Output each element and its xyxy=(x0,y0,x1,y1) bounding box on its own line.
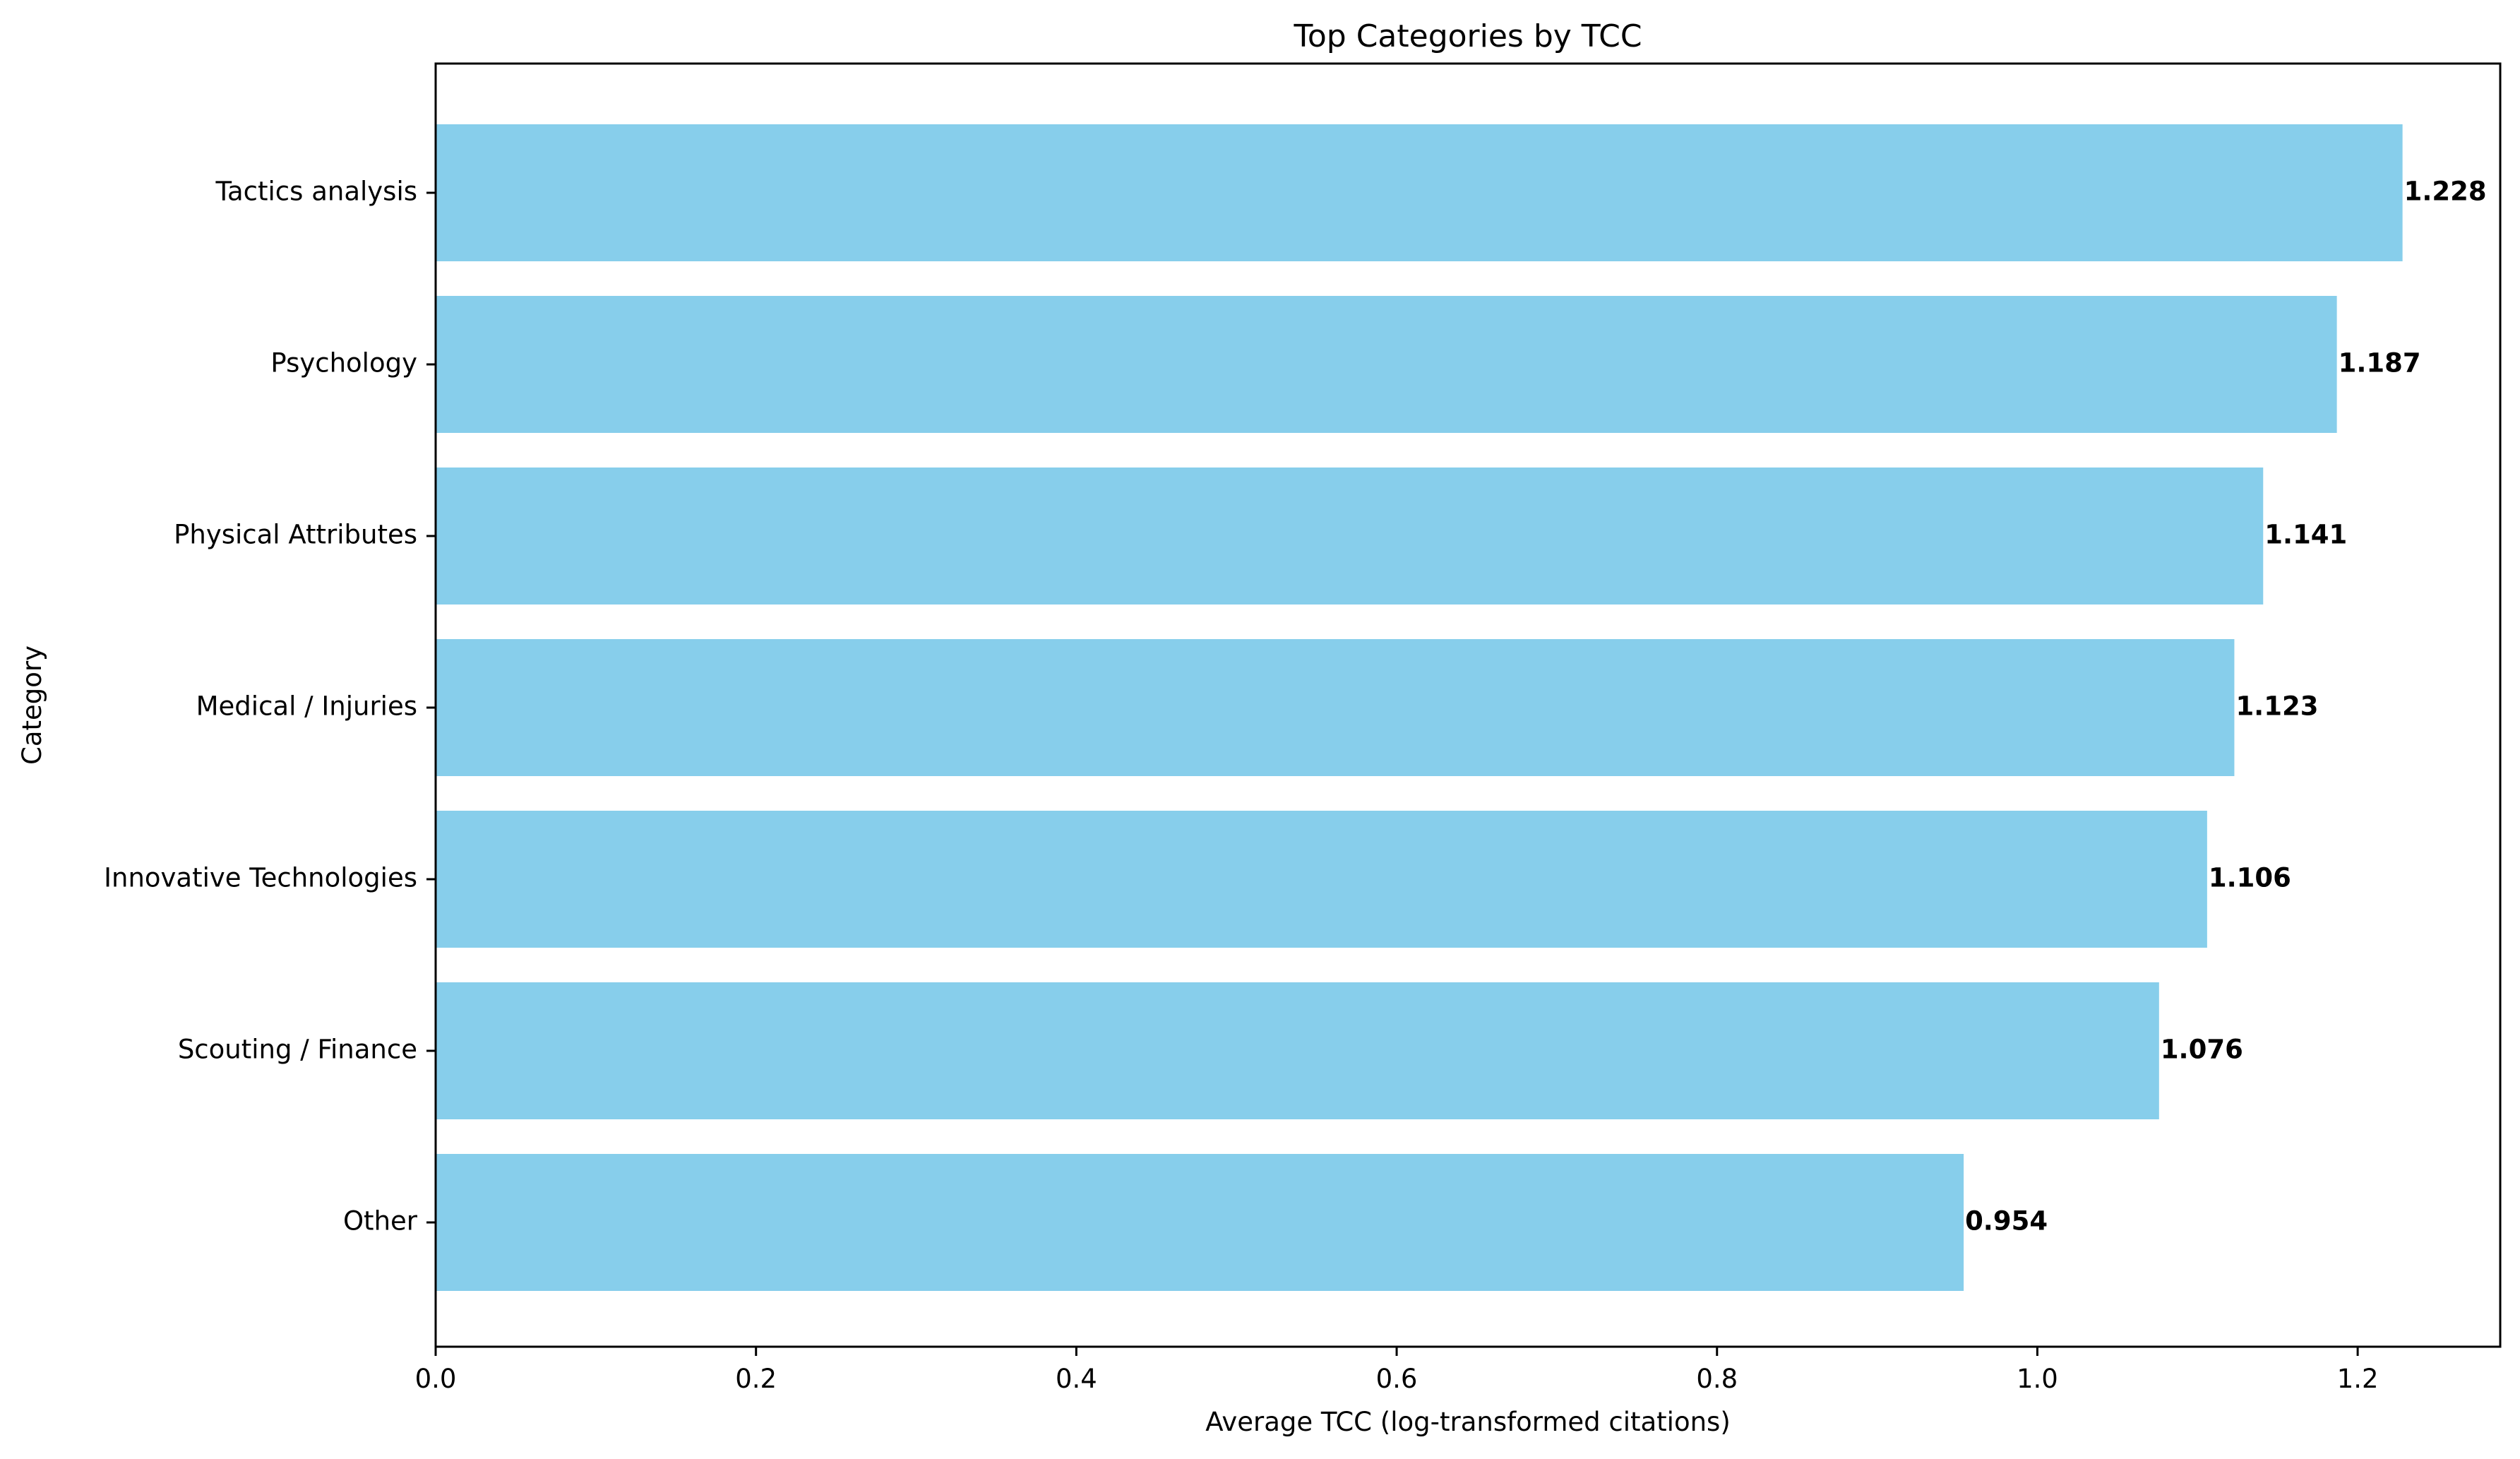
y-tick-label: Tactics analysis xyxy=(215,177,417,207)
y-tick-label: Physical Attributes xyxy=(174,520,417,550)
bar xyxy=(436,982,2159,1119)
x-axis-ticks: 0.0 0.2 0.4 0.6 0.8 1.0 1.2 xyxy=(415,1347,2379,1394)
value-labels: 1.228 1.187 1.141 1.123 1.106 1.076 0.954 xyxy=(1965,177,2487,1237)
bar xyxy=(436,639,2235,776)
x-tick-label: 1.0 xyxy=(2017,1364,2058,1394)
x-axis-title: Average TCC (log-transformed citations) xyxy=(1205,1407,1731,1437)
bar-value-label: 1.076 xyxy=(2161,1035,2243,1065)
bar-value-label: 0.954 xyxy=(1965,1206,2048,1237)
x-tick-label: 0.4 xyxy=(1056,1364,1097,1394)
y-axis-title: Category xyxy=(17,645,47,765)
plot-frame xyxy=(434,62,2502,1348)
bar-value-label: 1.141 xyxy=(2264,520,2347,550)
bar xyxy=(436,811,2207,948)
bar xyxy=(436,296,2337,433)
y-tick-label: Other xyxy=(343,1206,418,1237)
bars xyxy=(436,124,2403,1291)
chart-title: Top Categories by TCC xyxy=(1293,18,1642,54)
y-tick-label: Innovative Technologies xyxy=(104,863,417,893)
bar xyxy=(436,1154,1964,1291)
x-tick-label: 0.6 xyxy=(1376,1364,1418,1394)
y-tick-label: Psychology xyxy=(270,348,417,379)
bar xyxy=(436,124,2403,261)
y-tick-label: Scouting / Finance xyxy=(178,1035,417,1065)
bar-value-label: 1.228 xyxy=(2404,177,2487,207)
y-axis-ticks: Tactics analysis Psychology Physical Attri… xyxy=(104,177,436,1237)
bar-value-label: 1.123 xyxy=(2235,691,2318,722)
x-tick-label: 1.2 xyxy=(2337,1364,2379,1394)
x-tick-label: 0.8 xyxy=(1696,1364,1738,1394)
y-tick-label: Medical / Injuries xyxy=(196,691,417,722)
bar-value-label: 1.187 xyxy=(2339,348,2421,379)
x-tick-label: 0.2 xyxy=(735,1364,777,1394)
x-tick-label: 0.0 xyxy=(415,1364,457,1394)
bar xyxy=(436,468,2264,605)
bar-value-label: 1.106 xyxy=(2209,863,2291,893)
